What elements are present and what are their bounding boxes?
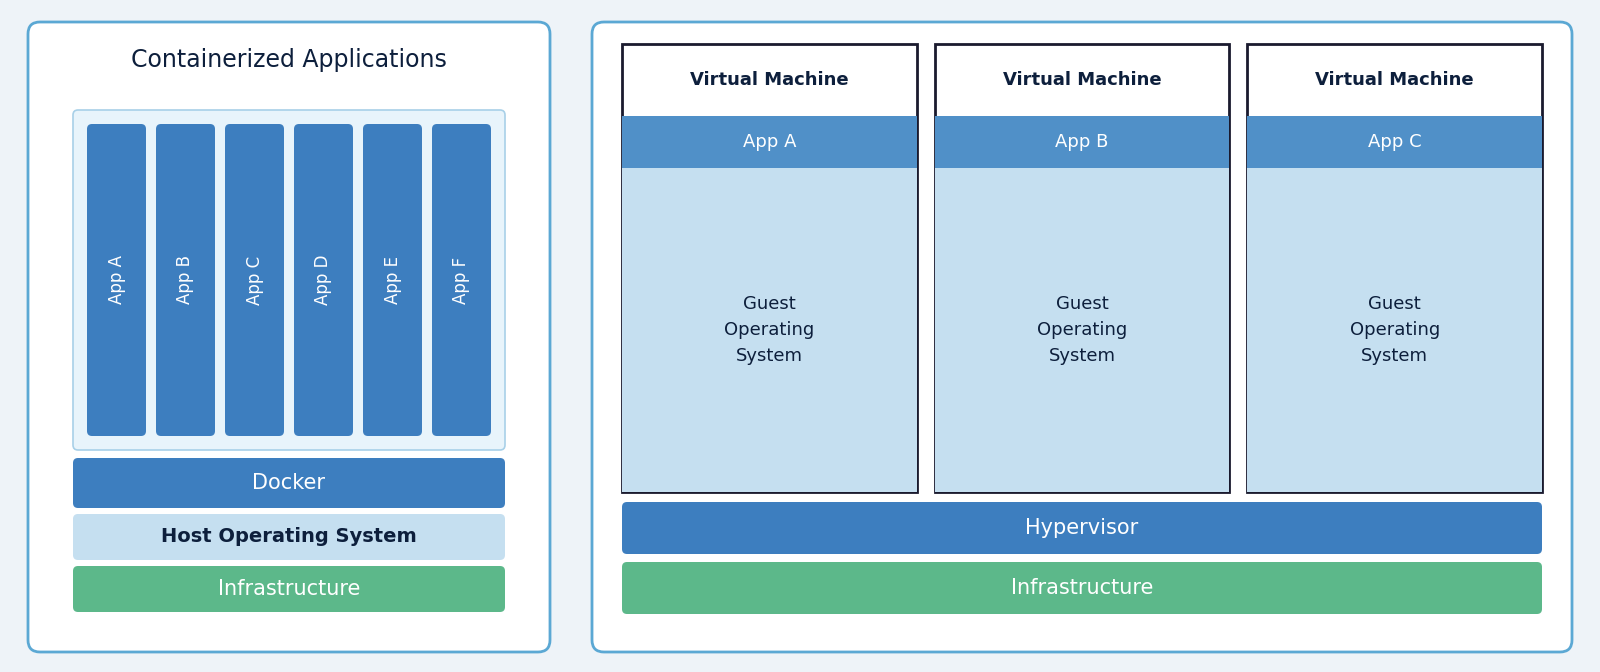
Text: App B: App B — [1056, 133, 1109, 151]
FancyBboxPatch shape — [74, 110, 506, 450]
FancyBboxPatch shape — [74, 514, 506, 560]
Text: Hypervisor: Hypervisor — [1026, 518, 1139, 538]
FancyBboxPatch shape — [294, 124, 354, 436]
Bar — [622, 116, 917, 168]
Bar — [934, 168, 1229, 492]
Text: Guest
Operating
System: Guest Operating System — [725, 294, 814, 366]
Text: App B: App B — [176, 255, 195, 304]
Text: App D: App D — [315, 255, 333, 305]
Text: App E: App E — [384, 256, 402, 304]
FancyBboxPatch shape — [432, 124, 491, 436]
FancyBboxPatch shape — [226, 124, 285, 436]
Text: Infrastructure: Infrastructure — [218, 579, 360, 599]
Bar — [622, 44, 917, 492]
Bar — [1248, 116, 1542, 168]
Text: Guest
Operating
System: Guest Operating System — [1037, 294, 1126, 366]
Text: Containerized Applications: Containerized Applications — [131, 48, 446, 72]
Text: Virtual Machine: Virtual Machine — [1315, 71, 1474, 89]
FancyBboxPatch shape — [157, 124, 214, 436]
Text: App F: App F — [453, 257, 470, 304]
Text: App A: App A — [107, 255, 125, 304]
Text: Virtual Machine: Virtual Machine — [1003, 71, 1162, 89]
FancyBboxPatch shape — [592, 22, 1571, 652]
FancyBboxPatch shape — [363, 124, 422, 436]
Bar — [622, 168, 917, 492]
Text: App C: App C — [1368, 133, 1421, 151]
FancyBboxPatch shape — [622, 562, 1542, 614]
Text: Virtual Machine: Virtual Machine — [690, 71, 848, 89]
Text: Docker: Docker — [253, 473, 325, 493]
FancyBboxPatch shape — [74, 566, 506, 612]
Bar — [1248, 44, 1542, 492]
Text: Host Operating System: Host Operating System — [162, 528, 418, 546]
Text: Infrastructure: Infrastructure — [1011, 578, 1154, 598]
FancyBboxPatch shape — [86, 124, 146, 436]
Bar — [934, 44, 1229, 492]
FancyBboxPatch shape — [29, 22, 550, 652]
Text: Guest
Operating
System: Guest Operating System — [1349, 294, 1440, 366]
Bar — [934, 116, 1229, 168]
Text: App C: App C — [245, 255, 264, 304]
Bar — [1248, 168, 1542, 492]
FancyBboxPatch shape — [622, 502, 1542, 554]
Text: App A: App A — [742, 133, 797, 151]
FancyBboxPatch shape — [74, 458, 506, 508]
